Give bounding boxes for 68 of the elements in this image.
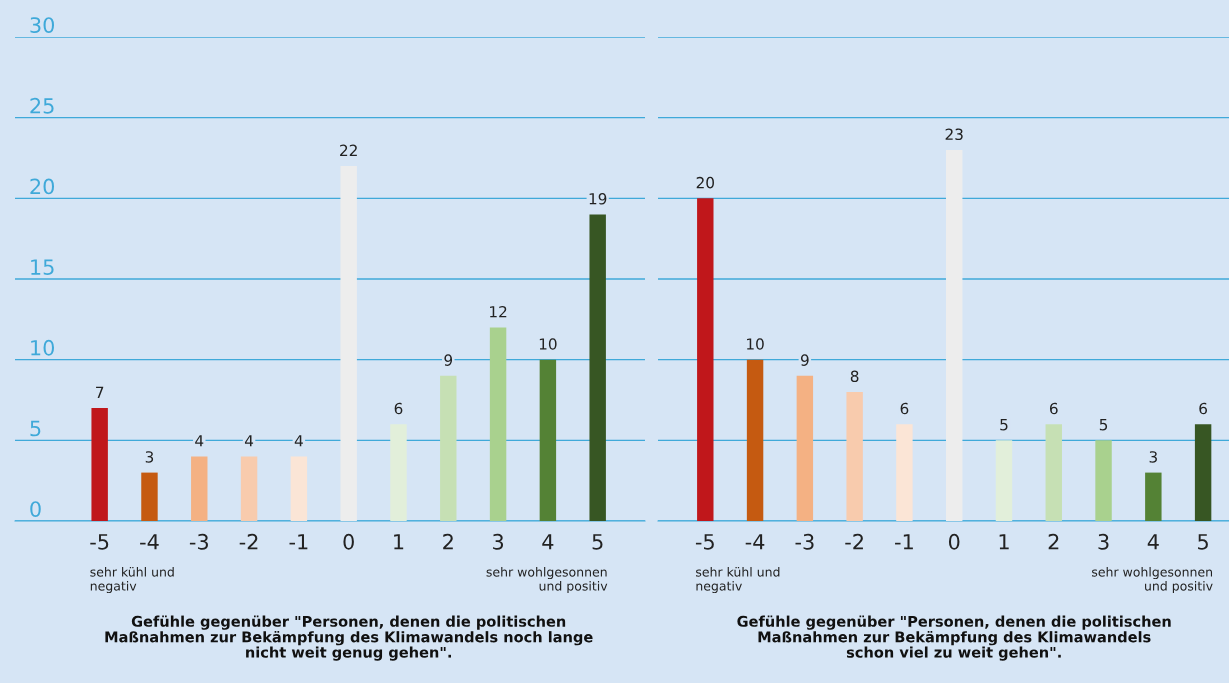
text: sehr kühl und negativ [90, 566, 174, 594]
data-label: 12 [490, 305, 507, 318]
x-tick-label: 4 [542, 534, 554, 550]
data-label: 3 [145, 451, 154, 463]
data-label: 6 [1049, 402, 1058, 415]
x-tick-label: -3 [795, 533, 814, 550]
bar [697, 198, 714, 521]
data-label: 4 [294, 435, 303, 447]
x-tick-label: -4 [140, 534, 159, 550]
data-label: 23 [945, 128, 963, 141]
x-tick-label: -2 [239, 533, 258, 550]
x-tick-label: -1 [895, 534, 913, 550]
x-tick-label: 4 [1147, 534, 1159, 550]
x-tick-label: 0 [948, 533, 960, 550]
data-label: 9 [800, 354, 809, 366]
bar [796, 375, 814, 521]
x-tick-label: 5 [592, 534, 603, 550]
x-axis-title: Gefühle gegenüber "Personen, denen die politischen Maßnahmen zur Bekämpfung des Klimawandels schon viel zu weit gehen". [737, 615, 1171, 661]
x-tick-label: 1 [394, 534, 404, 550]
data-label: 10 [539, 338, 557, 350]
data-label: 10 [747, 338, 764, 350]
bar [746, 359, 764, 521]
bar [945, 149, 963, 521]
data-label: 22 [340, 144, 357, 156]
bar [896, 424, 913, 521]
x-tick-label: -4 [745, 534, 765, 550]
bar [1095, 440, 1112, 521]
text: sehr wohlgesonnen und positiv [486, 566, 608, 594]
data-label: 6 [1199, 402, 1208, 415]
bar [1194, 424, 1212, 521]
data-label: 8 [850, 370, 859, 383]
bar [1145, 472, 1162, 521]
bar [846, 391, 863, 521]
data-label: 6 [900, 402, 909, 415]
data-label: 6 [394, 402, 403, 415]
y-tick-label: 25 [30, 97, 54, 114]
data-label: 7 [96, 386, 104, 398]
data-label: 3 [1149, 451, 1157, 463]
x-tick-label: 1 [999, 534, 1009, 550]
x-tick-label: 3 [493, 533, 504, 550]
bar [1045, 424, 1062, 521]
x-tick-label: -1 [289, 534, 308, 550]
data-label: 5 [1000, 419, 1008, 431]
x-tick-label: 5 [1198, 534, 1208, 550]
x-tick-label: 3 [1098, 533, 1109, 550]
x-tick-label: -5 [90, 534, 109, 550]
data-label: 19 [589, 193, 607, 205]
data-label: 4 [195, 435, 204, 447]
bar [995, 440, 1013, 521]
x-axis-title: Gefühle gegenüber "Personen, denen die politischen Maßnahmen zur Bekämpfung des Klimawandels noch lange nicht weit genug gehen". [105, 615, 593, 661]
x-tick-label: -5 [695, 534, 714, 550]
y-tick-label: 20 [30, 178, 55, 195]
x-tick-label: -3 [189, 533, 208, 550]
data-label: 20 [696, 176, 714, 189]
x-tick-label: 2 [443, 533, 453, 550]
x-tick-label: 0 [343, 533, 354, 550]
y-tick-label: 0 [30, 501, 41, 517]
y-tick-label: 10 [31, 339, 55, 356]
text: sehr kühl und negativ [696, 566, 780, 594]
y-tick-label: 15 [31, 259, 54, 275]
x-tick-label: 2 [1048, 533, 1059, 550]
text: sehr wohlgesonnen und positiv [1092, 566, 1213, 594]
data-label: 5 [1099, 419, 1108, 431]
data-label: 4 [244, 435, 254, 447]
y-tick-label: 5 [30, 420, 41, 437]
x-tick-label: -2 [845, 533, 863, 550]
y-tick-label: 30 [30, 17, 55, 33]
data-label: 9 [444, 354, 453, 366]
